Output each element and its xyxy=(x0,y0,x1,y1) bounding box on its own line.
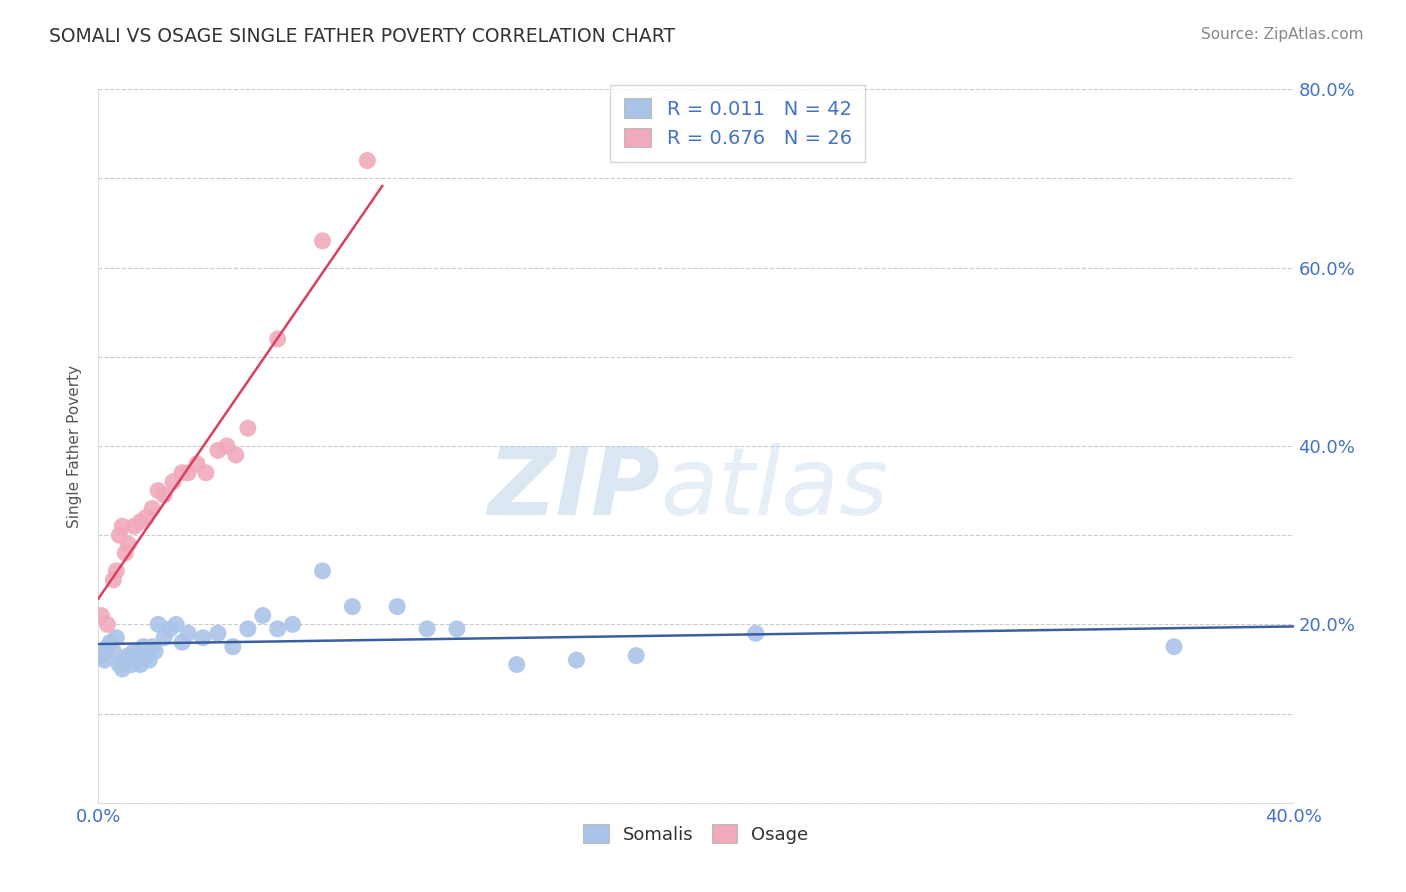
Legend: Somalis, Osage: Somalis, Osage xyxy=(576,817,815,851)
Text: atlas: atlas xyxy=(661,443,889,534)
Point xyxy=(90,608,112,623)
Point xyxy=(162,475,184,489)
Point xyxy=(1163,640,1185,654)
Point xyxy=(120,657,142,672)
Point xyxy=(117,648,139,663)
Point xyxy=(745,626,768,640)
Point xyxy=(117,537,139,551)
Point xyxy=(311,564,333,578)
Point xyxy=(506,657,529,672)
Point xyxy=(159,622,181,636)
Point xyxy=(129,515,152,529)
Point xyxy=(416,622,439,636)
Point xyxy=(626,648,648,663)
Point xyxy=(124,519,146,533)
Point xyxy=(114,546,136,560)
Point xyxy=(356,153,378,168)
Point xyxy=(143,644,166,658)
Point xyxy=(124,644,146,658)
Point xyxy=(105,631,128,645)
Point xyxy=(108,528,131,542)
Point xyxy=(267,332,290,346)
Point xyxy=(105,564,128,578)
Text: Source: ZipAtlas.com: Source: ZipAtlas.com xyxy=(1201,27,1364,42)
Point xyxy=(281,617,304,632)
Point xyxy=(98,635,122,649)
Point xyxy=(148,483,170,498)
Point xyxy=(141,640,163,654)
Point xyxy=(108,657,131,672)
Point xyxy=(103,644,125,658)
Point xyxy=(153,488,176,502)
Point xyxy=(153,631,176,645)
Point xyxy=(215,439,238,453)
Point xyxy=(225,448,247,462)
Point xyxy=(191,631,214,645)
Point xyxy=(236,622,259,636)
Point xyxy=(132,640,155,654)
Text: ZIP: ZIP xyxy=(488,442,661,535)
Point xyxy=(252,608,274,623)
Point xyxy=(138,653,160,667)
Point xyxy=(267,622,290,636)
Point xyxy=(446,622,468,636)
Point xyxy=(135,510,157,524)
Point xyxy=(127,653,149,667)
Point xyxy=(141,501,163,516)
Point xyxy=(96,617,118,632)
Point xyxy=(177,626,200,640)
Point xyxy=(177,466,200,480)
Point xyxy=(195,466,218,480)
Text: SOMALI VS OSAGE SINGLE FATHER POVERTY CORRELATION CHART: SOMALI VS OSAGE SINGLE FATHER POVERTY CO… xyxy=(49,27,675,45)
Point xyxy=(207,443,229,458)
Point xyxy=(93,653,115,667)
Point xyxy=(342,599,364,614)
Point xyxy=(111,519,134,533)
Point xyxy=(172,635,194,649)
Point xyxy=(222,640,245,654)
Point xyxy=(385,599,409,614)
Y-axis label: Single Father Poverty: Single Father Poverty xyxy=(67,365,83,527)
Point xyxy=(90,648,112,663)
Point xyxy=(103,573,125,587)
Point xyxy=(148,617,170,632)
Point xyxy=(311,234,333,248)
Point xyxy=(129,657,152,672)
Point xyxy=(114,653,136,667)
Point xyxy=(172,466,194,480)
Point xyxy=(236,421,259,435)
Point xyxy=(111,662,134,676)
Point xyxy=(96,640,118,654)
Point xyxy=(565,653,588,667)
Point xyxy=(186,457,208,471)
Point xyxy=(207,626,229,640)
Point xyxy=(135,648,157,663)
Point xyxy=(165,617,187,632)
